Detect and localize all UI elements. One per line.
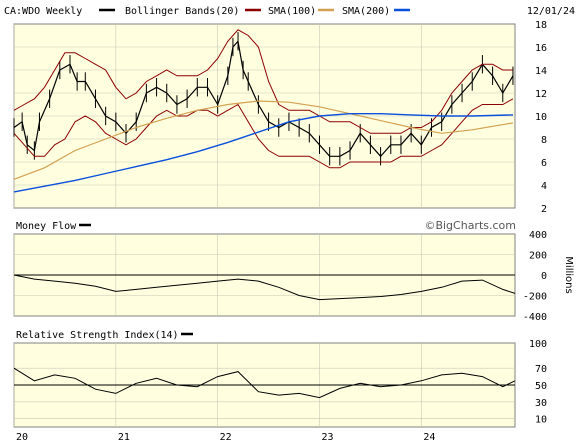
mark-layer [13, 29, 516, 399]
y-tick-label: 2 [541, 204, 547, 215]
y-tick-label: 12 [535, 89, 547, 100]
money-flow-label: Money Flow [16, 221, 77, 232]
symbol-label: CA:WDO Weekly [4, 6, 82, 17]
y-tick-label: 0 [541, 271, 547, 282]
y-tick-label: 16 [535, 43, 547, 54]
rsi-title: Relative Strength Index(14) [16, 330, 193, 341]
chart-date: 12/01/24 [527, 6, 575, 17]
rsi-line [13, 367, 516, 399]
x-tick-label: 21 [118, 432, 130, 443]
y-tick-label: -400 [523, 312, 547, 323]
chart-header: CA:WDO Weekly Bollinger Bands(20) SMA(10… [4, 6, 575, 17]
money-flow-title: Money Flow [16, 221, 91, 232]
bollinger-upper-line [13, 29, 513, 134]
y-tick-label: 30 [535, 398, 547, 409]
tick-layer: 246810121416184002000-200-40010070503010… [16, 20, 547, 443]
sma100-label: SMA(100) [268, 6, 316, 17]
y-tick-label: 400 [529, 230, 547, 241]
money-flow-unit: Millions [563, 256, 574, 293]
y-tick-label: 18 [535, 20, 547, 31]
bollinger-lower-line [13, 98, 514, 169]
y-tick-label: 4 [541, 181, 547, 192]
y-tick-label: 10 [535, 112, 547, 123]
sma200-line [13, 112, 514, 193]
y-tick-label: 10 [535, 415, 547, 426]
watermark: ©BigCharts.com [424, 219, 516, 232]
y-tick-label: 100 [529, 339, 547, 350]
y-tick-label: -200 [523, 292, 547, 303]
rsi-label: Relative Strength Index(14) [16, 330, 179, 341]
y-tick-label: 8 [541, 135, 547, 146]
bollinger-label: Bollinger Bands(20) [125, 6, 239, 17]
y-tick-label: 6 [541, 158, 547, 169]
sma200-label: SMA(200) [342, 6, 390, 17]
y-tick-label: 14 [535, 66, 547, 77]
x-tick-label: 23 [321, 432, 333, 443]
y-tick-label: 50 [535, 381, 547, 392]
x-tick-label: 20 [16, 432, 28, 443]
y-tick-label: 200 [529, 251, 547, 262]
y-tick-label: 70 [535, 364, 547, 375]
x-tick-label: 24 [423, 432, 435, 443]
sma100-line [13, 100, 514, 180]
x-tick-label: 22 [220, 432, 232, 443]
money-flow-line [13, 274, 516, 301]
price-series [13, 39, 514, 158]
